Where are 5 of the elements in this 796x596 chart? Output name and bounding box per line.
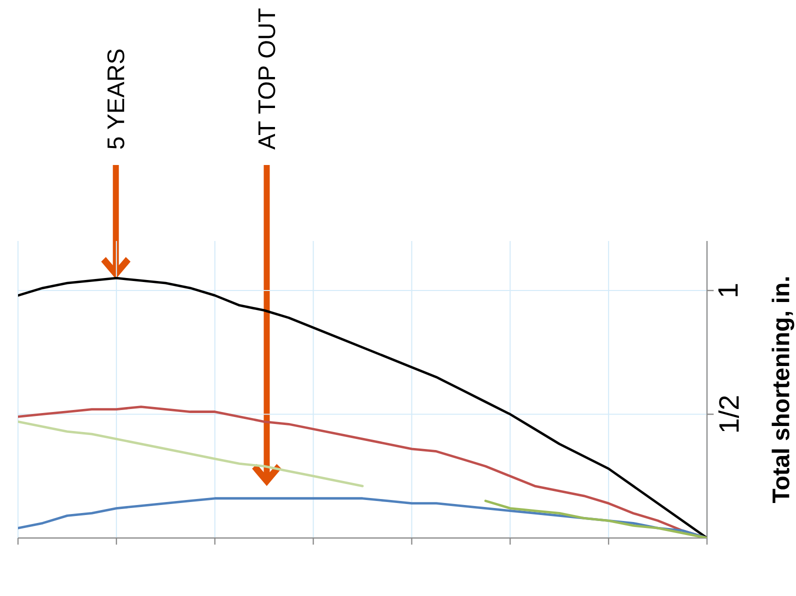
y-tick-label: 1 xyxy=(718,284,738,296)
text: AT TOP OUT xyxy=(258,8,276,150)
y-tick-label: 1/2 xyxy=(718,396,739,432)
text: 5 YEARS xyxy=(107,49,124,149)
y-axis-title: Total shortening, in. xyxy=(772,277,794,503)
